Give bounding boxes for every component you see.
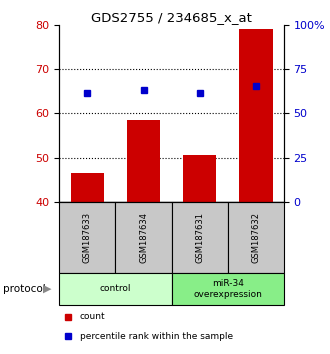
Text: GSM187632: GSM187632 [251, 212, 260, 263]
Text: miR-34
overexpression: miR-34 overexpression [193, 279, 262, 299]
Text: percentile rank within the sample: percentile rank within the sample [80, 332, 233, 341]
Bar [59, 202, 116, 273]
Text: GSM187631: GSM187631 [195, 212, 204, 263]
Text: GSM187633: GSM187633 [83, 212, 92, 263]
Bar [172, 273, 284, 305]
Text: ▶: ▶ [43, 284, 51, 294]
Bar [183, 155, 216, 202]
Text: control: control [100, 284, 131, 293]
Bar [71, 173, 104, 202]
Text: protocol: protocol [3, 284, 46, 294]
Bar [239, 29, 273, 202]
Bar [59, 273, 172, 305]
Text: count: count [80, 312, 105, 321]
Bar [127, 120, 160, 202]
Bar [115, 202, 172, 273]
Title: GDS2755 / 234685_x_at: GDS2755 / 234685_x_at [91, 11, 252, 24]
Text: GSM187634: GSM187634 [139, 212, 148, 263]
Bar [172, 202, 228, 273]
Bar [228, 202, 284, 273]
